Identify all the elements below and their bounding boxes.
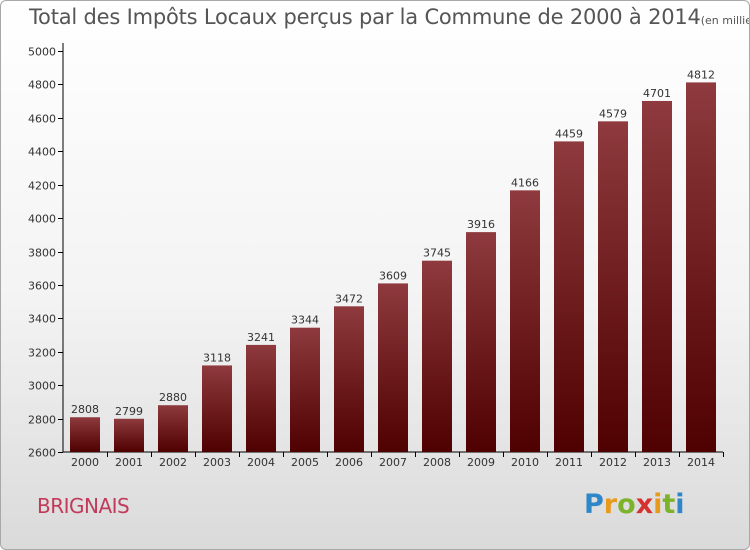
data-label: 2808	[71, 403, 99, 416]
x-tick-label: 2014	[687, 456, 715, 469]
data-label: 4701	[643, 87, 671, 100]
logo-letter: P	[584, 489, 604, 520]
logo-letter: x	[635, 489, 654, 520]
bar	[554, 141, 584, 452]
data-label: 4579	[599, 107, 627, 120]
logo-letter: r	[603, 489, 618, 520]
data-label: 4459	[555, 127, 583, 140]
data-label: 2799	[115, 405, 143, 418]
bar	[246, 344, 276, 452]
data-label: 2880	[159, 391, 187, 404]
x-tick-label: 2009	[467, 456, 495, 469]
bar	[686, 82, 716, 452]
logo-letter: o	[617, 489, 636, 520]
x-tick-label: 2003	[203, 456, 231, 469]
bar	[510, 190, 540, 452]
bar	[202, 365, 232, 452]
logo-letter: t	[662, 489, 676, 520]
y-tick-label: 3800	[28, 247, 56, 260]
y-tick-label: 4400	[28, 146, 56, 159]
x-tick-label: 2001	[115, 456, 143, 469]
bar	[290, 327, 320, 452]
y-tick-label: 4800	[28, 79, 56, 92]
bar	[598, 121, 628, 452]
chart-title-main: Total des Impôts Locaux perçus par la Co…	[29, 5, 701, 29]
x-axis: 2000 2001 2002 2003 2004 2005 2006 2007 2008 2009…	[63, 451, 724, 469]
y-tick-label: 3600	[28, 280, 56, 293]
x-tick-label: 2013	[643, 456, 671, 469]
x-tick-label: 2006	[335, 456, 363, 469]
x-tick-label: 2004	[247, 456, 275, 469]
data-label: 4166	[511, 176, 539, 189]
chart-title: Total des Impôts Locaux perçus par la Co…	[29, 5, 749, 29]
data-label: 4812	[687, 68, 715, 81]
x-tick-label: 2005	[291, 456, 319, 469]
data-label: 3745	[423, 247, 451, 260]
x-tick-label: 2010	[511, 456, 539, 469]
y-tick-label: 2600	[28, 447, 56, 460]
y-tick-label: 5000	[28, 46, 56, 59]
x-tick-label: 2012	[599, 456, 627, 469]
logo-letter: i	[675, 489, 685, 520]
y-tick-label: 4000	[28, 213, 56, 226]
x-tick-label: 2007	[379, 456, 407, 469]
bar	[466, 232, 496, 452]
commune-name: BRIGNAIS	[37, 494, 130, 518]
data-label: 3609	[379, 269, 407, 282]
data-label: 3916	[467, 218, 495, 231]
bar	[114, 418, 144, 452]
x-tick-label: 2002	[159, 456, 187, 469]
chart-title-unit: (en milliers d'€)	[700, 14, 749, 27]
logo-letter: i	[653, 489, 663, 520]
bar	[422, 260, 452, 452]
y-tick-label: 4200	[28, 180, 56, 193]
y-tick-label: 3200	[28, 347, 56, 360]
value-labels: 2808 2799 2880 3118 3241 3344 3472 3609 3745 3916…	[71, 68, 715, 417]
y-tick-label: 2800	[28, 414, 56, 427]
proxiti-logo[interactable]: Proxiti	[584, 489, 685, 520]
x-tick-label: 2011	[555, 456, 583, 469]
bar	[70, 417, 100, 452]
bars	[70, 82, 716, 452]
data-label: 3472	[335, 292, 363, 305]
y-tick-label: 4600	[28, 113, 56, 126]
y-axis: 2600 2800 3000 3200 3400 3600 3800 4000 4200 4400…	[28, 43, 64, 460]
data-label: 3344	[291, 314, 319, 327]
y-tick-label: 3000	[28, 380, 56, 393]
x-tick-label: 2008	[423, 456, 451, 469]
bar	[158, 405, 188, 452]
data-label: 3241	[247, 331, 275, 344]
x-tick-label: 2000	[71, 456, 99, 469]
bar	[378, 283, 408, 452]
bar	[642, 100, 672, 452]
bar	[334, 306, 364, 452]
y-tick-label: 3400	[28, 313, 56, 326]
data-label: 3118	[203, 351, 231, 364]
